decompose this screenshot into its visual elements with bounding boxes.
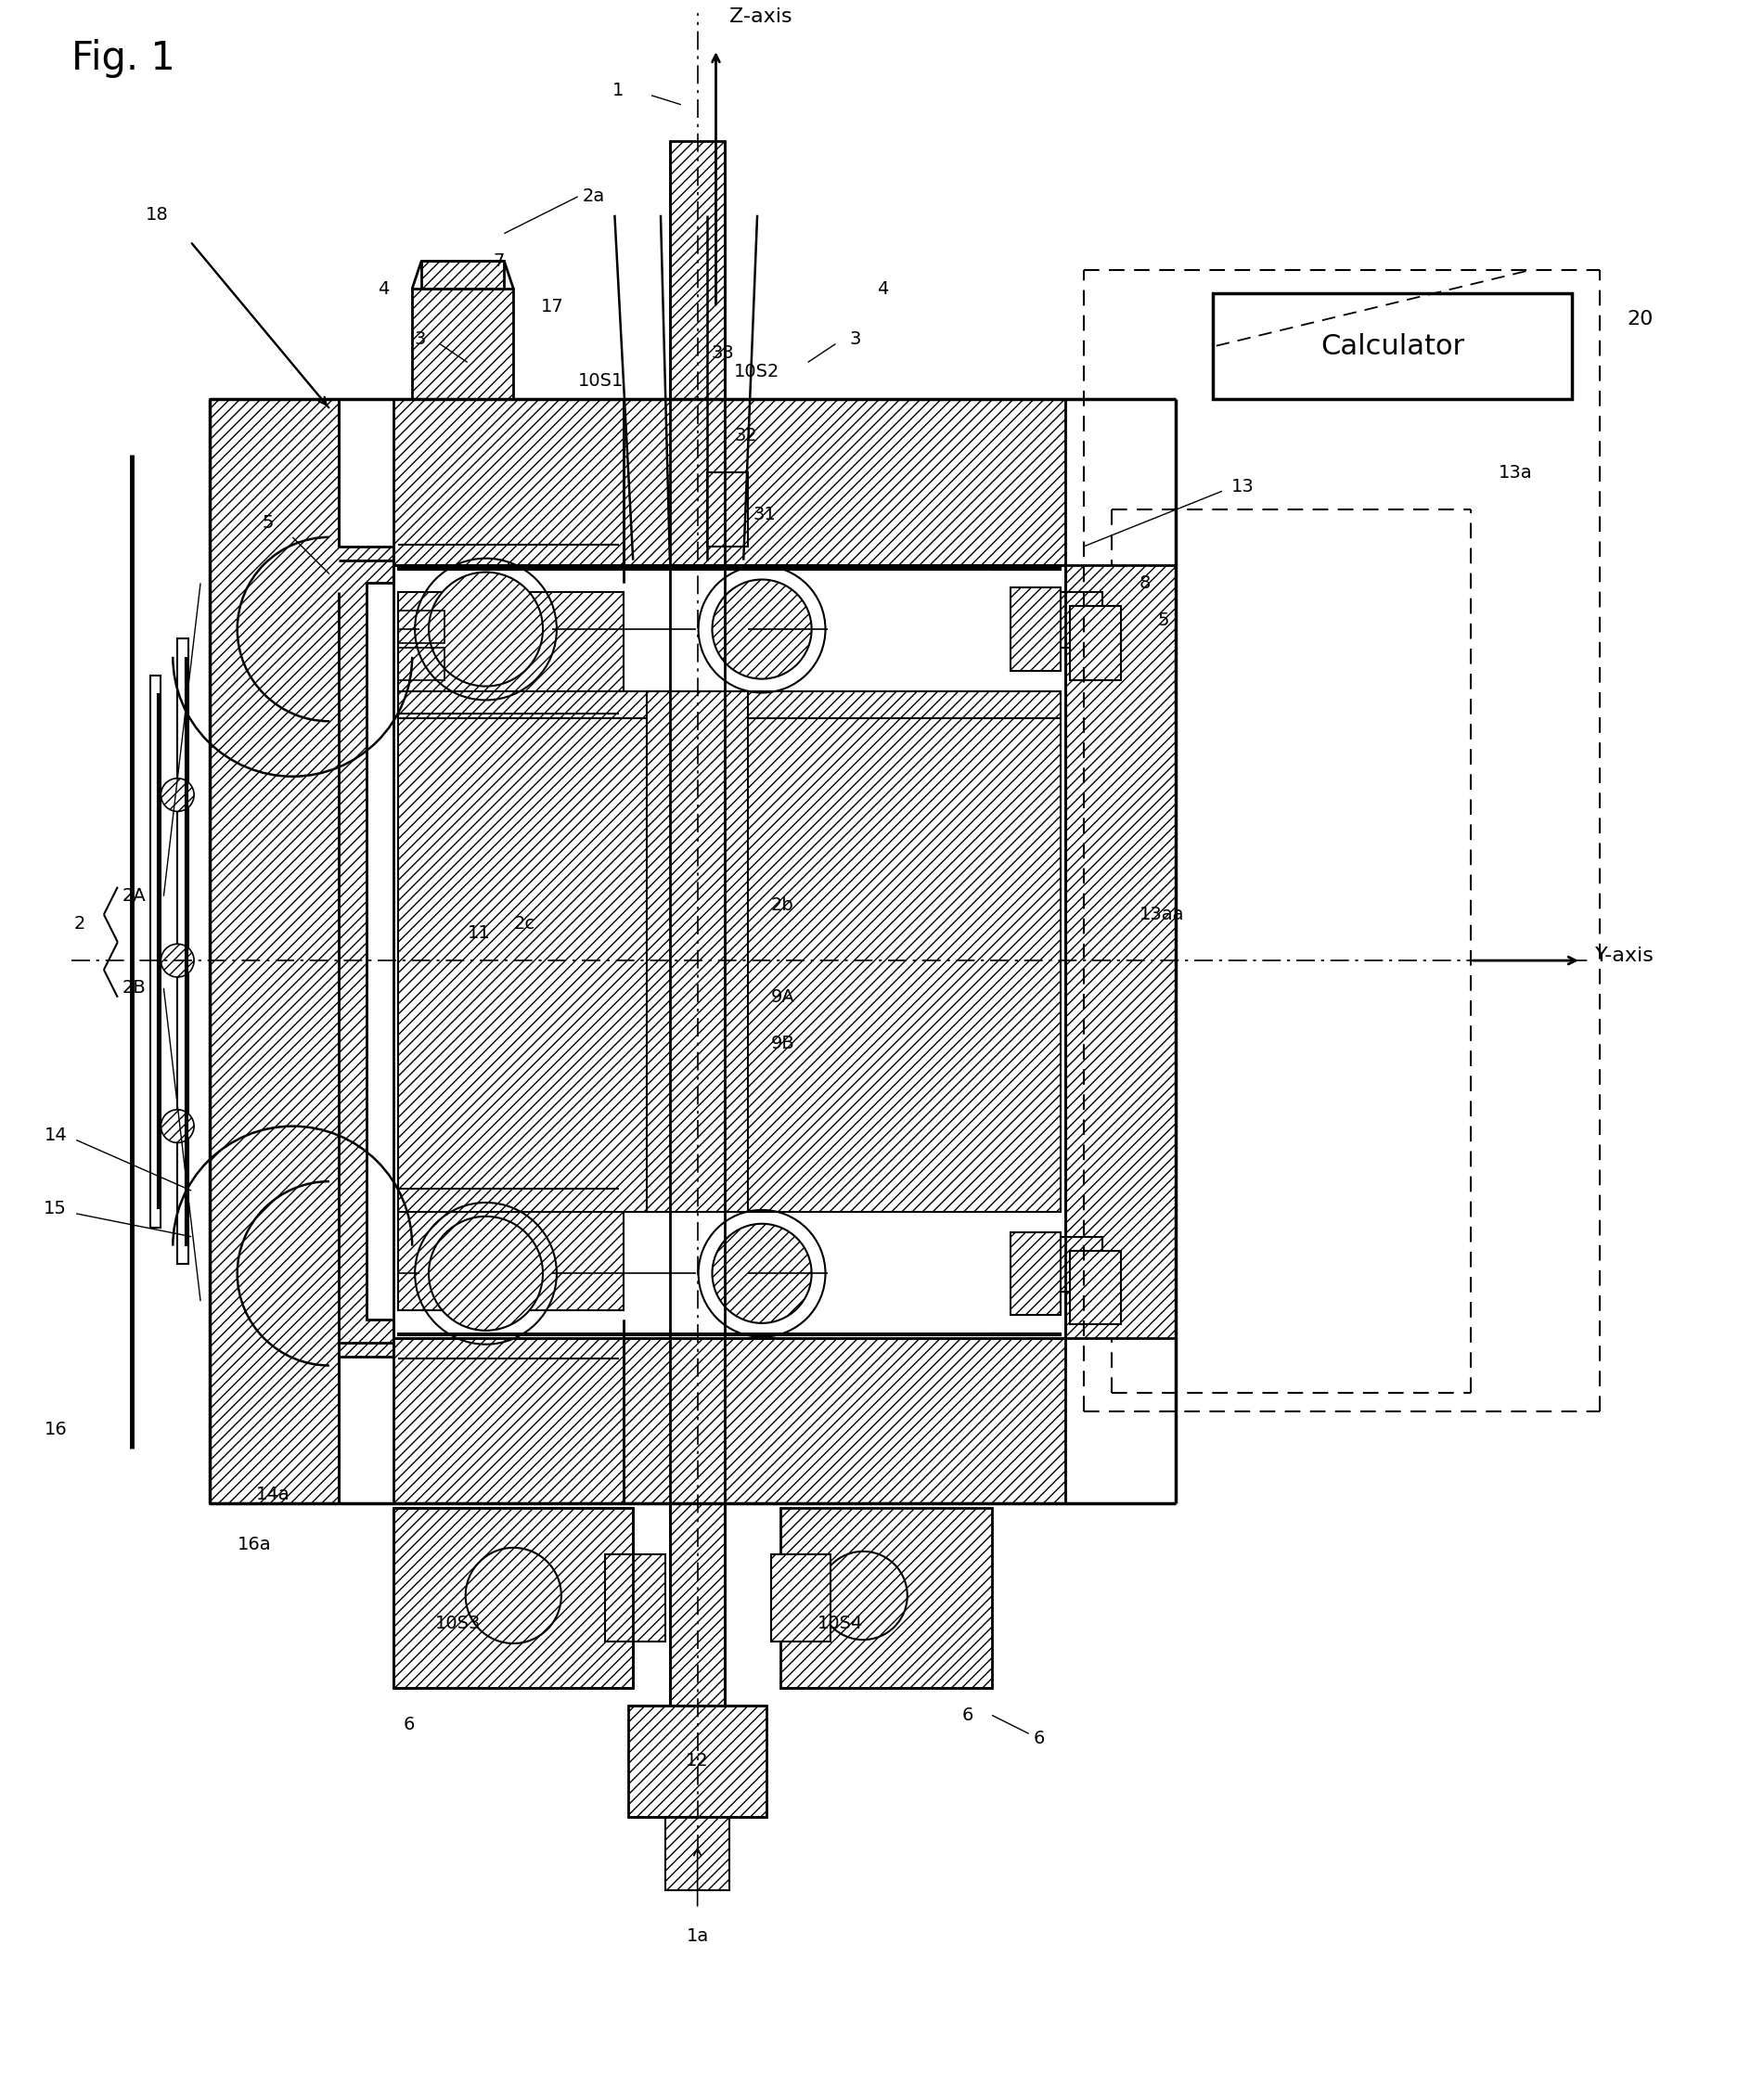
Polygon shape: [670, 141, 725, 399]
Bar: [399, 611, 445, 642]
Text: 6: 6: [961, 1706, 974, 1723]
Polygon shape: [628, 1706, 767, 1816]
Circle shape: [713, 579, 811, 678]
Text: 10S2: 10S2: [734, 363, 780, 380]
Text: 1a: 1a: [686, 1927, 709, 1946]
Polygon shape: [393, 1337, 1065, 1503]
Text: 8: 8: [1140, 575, 1150, 592]
Bar: [1011, 1232, 1060, 1314]
Circle shape: [429, 1217, 543, 1331]
Polygon shape: [665, 1816, 730, 1889]
Text: 13a: 13a: [1498, 464, 1533, 481]
Text: 5: 5: [263, 514, 273, 533]
Bar: [1071, 1251, 1120, 1324]
Polygon shape: [1060, 592, 1102, 649]
Text: 10S4: 10S4: [817, 1614, 863, 1633]
Bar: [150, 676, 161, 1228]
Bar: [1214, 294, 1572, 399]
Text: 17: 17: [542, 298, 564, 315]
Polygon shape: [670, 1503, 725, 1706]
Bar: [1071, 607, 1120, 680]
Text: Z-axis: Z-axis: [730, 8, 792, 27]
Text: 6: 6: [402, 1715, 415, 1734]
Text: 7: 7: [492, 252, 505, 271]
Polygon shape: [393, 399, 1065, 565]
Text: 1: 1: [612, 82, 624, 99]
Polygon shape: [647, 691, 748, 1211]
Circle shape: [429, 573, 543, 686]
Text: 2c: 2c: [513, 915, 534, 932]
Text: 6: 6: [1034, 1730, 1044, 1746]
Text: 13aa: 13aa: [1140, 905, 1184, 924]
Polygon shape: [780, 1509, 991, 1688]
Text: 16: 16: [44, 1421, 67, 1438]
Text: 33: 33: [711, 344, 734, 361]
Text: 12: 12: [686, 1753, 709, 1769]
Text: 2a: 2a: [582, 187, 605, 206]
Text: 2B: 2B: [122, 980, 146, 997]
Text: 14: 14: [44, 1127, 67, 1144]
Text: 5: 5: [1157, 611, 1170, 630]
Polygon shape: [707, 472, 748, 546]
Bar: [178, 638, 189, 1264]
Polygon shape: [422, 260, 505, 290]
Bar: [399, 649, 445, 680]
Polygon shape: [399, 592, 624, 1310]
Text: 10S1: 10S1: [579, 372, 624, 390]
Circle shape: [161, 945, 194, 978]
Bar: [605, 1553, 665, 1641]
Text: Calculator: Calculator: [1321, 334, 1464, 361]
Polygon shape: [413, 290, 513, 399]
Polygon shape: [1060, 1236, 1102, 1291]
Text: 20: 20: [1626, 311, 1653, 327]
Bar: [771, 1553, 831, 1641]
Polygon shape: [1065, 565, 1177, 1337]
Text: 18: 18: [145, 206, 168, 225]
Text: 2b: 2b: [771, 896, 794, 915]
Circle shape: [713, 1224, 811, 1322]
Bar: [1011, 588, 1060, 670]
Text: 13: 13: [1231, 479, 1254, 495]
Text: Y-axis: Y-axis: [1595, 947, 1655, 966]
Text: 2: 2: [74, 915, 85, 932]
Text: 3: 3: [415, 330, 425, 348]
Text: 3: 3: [848, 330, 861, 348]
Circle shape: [818, 1551, 907, 1639]
Text: 9B: 9B: [771, 1035, 796, 1052]
Text: Fig. 1: Fig. 1: [72, 40, 175, 78]
Text: 11: 11: [467, 924, 490, 942]
Polygon shape: [399, 691, 1060, 718]
Text: 4: 4: [377, 279, 390, 298]
Circle shape: [466, 1547, 561, 1644]
Text: 10S3: 10S3: [436, 1614, 482, 1633]
Polygon shape: [210, 399, 393, 1503]
Polygon shape: [393, 1509, 633, 1688]
Text: 14a: 14a: [256, 1486, 289, 1503]
Text: 31: 31: [753, 506, 776, 523]
Polygon shape: [399, 718, 1060, 1211]
Text: 2A: 2A: [122, 888, 146, 905]
Text: 16a: 16a: [238, 1536, 272, 1553]
Text: 4: 4: [877, 279, 889, 298]
Text: 32: 32: [734, 426, 757, 445]
Text: 9A: 9A: [771, 989, 796, 1005]
Circle shape: [161, 1110, 194, 1142]
Circle shape: [161, 779, 194, 812]
Text: 15: 15: [44, 1201, 67, 1217]
